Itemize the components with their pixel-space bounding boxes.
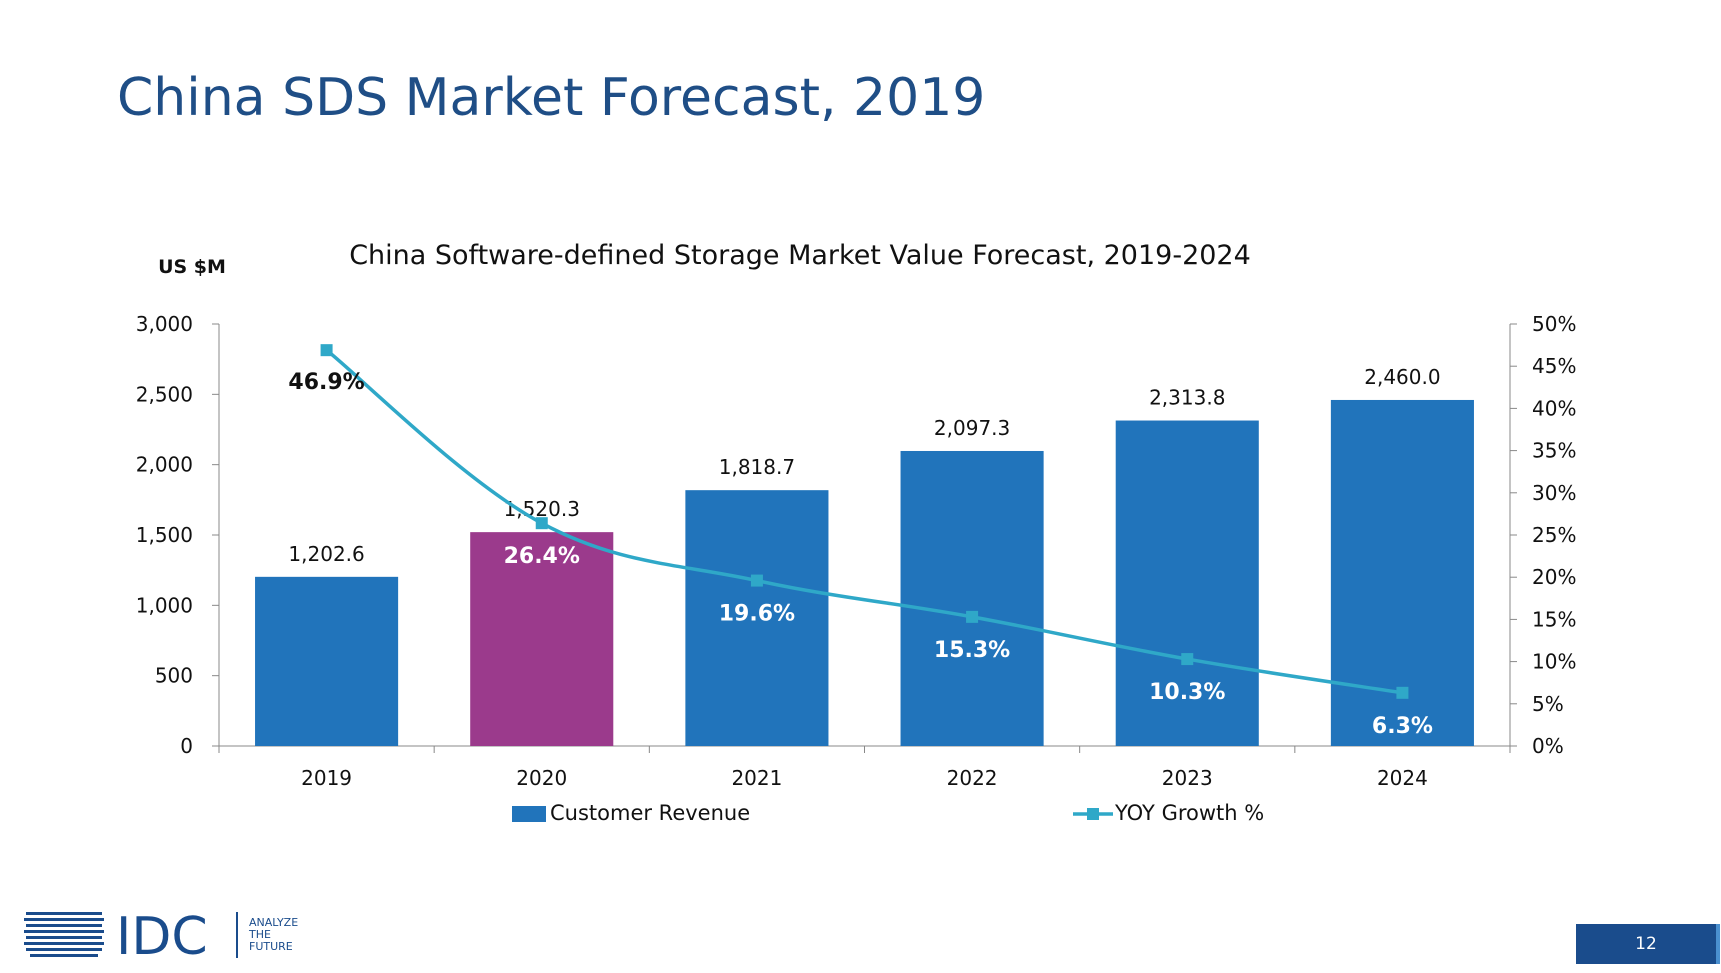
- legend-growth-swatch-marker: [1087, 808, 1099, 820]
- y-axis-label: US $M: [158, 256, 226, 278]
- growth-point-2022: [966, 610, 979, 623]
- growth-line: 46.9% 26.4% 19.6% 15.3% 10.3% 6.3%: [288, 344, 1433, 739]
- legend: Customer Revenue YOY Growth %: [512, 801, 1264, 825]
- y2-tick-label: 10%: [1532, 650, 1576, 674]
- bar-value-label: 2,313.8: [1149, 386, 1225, 410]
- logo-wordmark: IDC: [116, 907, 208, 964]
- bar-2023: [1115, 420, 1259, 746]
- bar-value-label: 1,818.7: [719, 455, 795, 479]
- growth-point-2019: [320, 344, 333, 357]
- legend-revenue-swatch: [512, 806, 546, 822]
- growth-point-2020: [535, 517, 548, 530]
- idc-logo: IDC ANALYZE THE FUTURE: [24, 907, 298, 964]
- growth-value-label: 15.3%: [934, 638, 1010, 663]
- bar-2020: [470, 532, 614, 746]
- x-tick-label: 2021: [731, 766, 782, 790]
- slide-title: China SDS Market Forecast, 2019: [117, 68, 986, 128]
- growth-value-label: 46.9%: [288, 370, 364, 395]
- x-tick-label: 2019: [301, 766, 352, 790]
- growth-point-2024: [1396, 686, 1409, 699]
- y2-tick-label: 40%: [1532, 396, 1576, 420]
- x-tick-label: 2024: [1377, 766, 1428, 790]
- y-tick-label: 500: [155, 664, 193, 688]
- bar-2021: [685, 490, 829, 746]
- growth-value-label: 26.4%: [504, 544, 580, 569]
- bar-labels: 1,202.61,520.31,818.72,097.32,313.82,460…: [288, 365, 1440, 566]
- x-tick-label: 2023: [1162, 766, 1213, 790]
- axes: 0 500 1,000 1,500 2,000 2,500 3,000 0% 5% 10% 15% 2…: [136, 312, 1577, 790]
- y2-tick-label: 30%: [1532, 481, 1576, 505]
- y-tick-label: 2,000: [136, 453, 193, 477]
- y2-tick-label: 25%: [1532, 523, 1576, 547]
- growth-value-label: 6.3%: [1372, 714, 1433, 739]
- x-tick-label: 2022: [947, 766, 998, 790]
- page-number: 12: [1635, 934, 1657, 954]
- y-tick-label: 2,500: [136, 382, 193, 406]
- page-number-badge: 12: [1576, 924, 1716, 964]
- y2-tick-label: 15%: [1532, 607, 1576, 631]
- bar-2019: [255, 576, 399, 746]
- bar-2022: [900, 450, 1044, 746]
- y-tick-label: 0: [180, 734, 193, 758]
- y2-tick-label: 5%: [1532, 692, 1564, 716]
- globe-icon: [24, 912, 104, 957]
- page-badge-edge: [1716, 924, 1720, 964]
- y2-tick-label: 0%: [1532, 734, 1564, 758]
- y-tick-label: 1,500: [136, 523, 193, 547]
- y2-tick-label: 50%: [1532, 312, 1576, 336]
- growth-value-label: 19.6%: [719, 602, 795, 627]
- bar-value-label: 2,097.3: [934, 416, 1010, 440]
- y2-tick-label: 20%: [1532, 565, 1576, 589]
- y2-tick-label: 35%: [1532, 439, 1576, 463]
- logo-tagline-2: THE: [248, 928, 271, 941]
- y-tick-label: 1,000: [136, 593, 193, 617]
- y-tick-label: 3,000: [136, 312, 193, 336]
- logo-tagline-1: ANALYZE: [249, 916, 298, 929]
- legend-growth-label: YOY Growth %: [1114, 801, 1264, 825]
- bar-value-label: 1,202.6: [288, 542, 364, 566]
- growth-point-2023: [1181, 653, 1194, 666]
- growth-line-path: [325, 348, 1403, 695]
- y2-tick-label: 45%: [1532, 354, 1576, 378]
- x-tick-label: 2020: [516, 766, 567, 790]
- legend-revenue-label: Customer Revenue: [550, 801, 750, 825]
- bar-value-label: 2,460.0: [1364, 365, 1440, 389]
- bars: [255, 399, 1474, 746]
- chart-title: China Software-defined Storage Market Va…: [349, 240, 1251, 271]
- growth-value-label: 10.3%: [1149, 680, 1225, 705]
- growth-point-2021: [750, 574, 763, 587]
- logo-tagline-3: FUTURE: [249, 940, 293, 953]
